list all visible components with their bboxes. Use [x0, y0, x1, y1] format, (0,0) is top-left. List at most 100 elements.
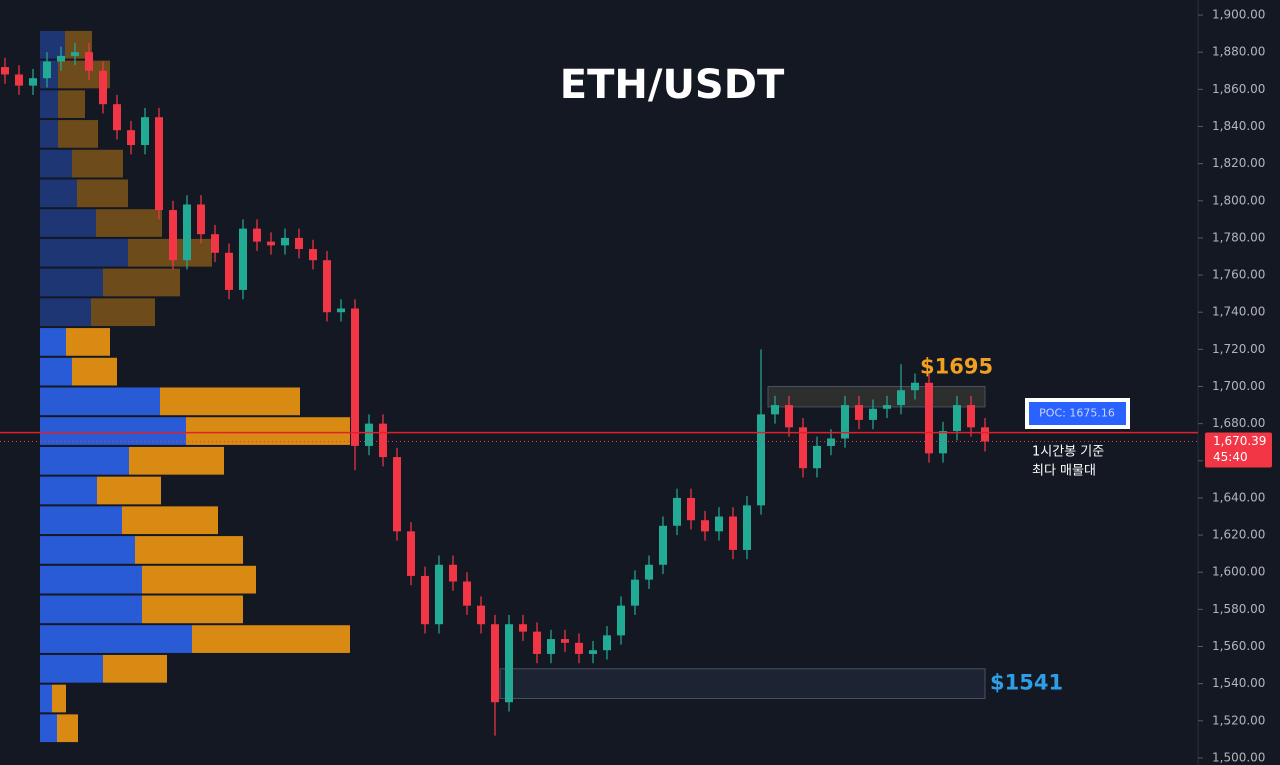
candle-body [85, 52, 93, 71]
y-tick-label: 1,500.00 [1212, 750, 1265, 764]
profile-buy [40, 120, 58, 148]
candle-body [141, 117, 149, 146]
note-line: 최다 매물대 [1032, 464, 1096, 479]
candle-body [211, 234, 219, 253]
candle-body [603, 635, 611, 651]
profile-sell [57, 714, 78, 743]
profile-buy [40, 417, 186, 445]
y-tick-label: 1,780.00 [1212, 230, 1265, 244]
profile-buy [40, 625, 192, 653]
profile-sell [97, 476, 161, 505]
price-axis-panel [1198, 0, 1280, 765]
profile-buy [40, 654, 103, 683]
profile-sell [160, 387, 300, 416]
profile-buy [40, 357, 72, 386]
profile-buy [40, 387, 160, 416]
y-tick-label: 1,840.00 [1212, 119, 1265, 133]
candle-body [309, 249, 317, 261]
candle-body [841, 405, 849, 439]
y-tick-label: 1,700.00 [1212, 379, 1265, 393]
candle-body [757, 414, 765, 506]
candle-body [99, 70, 107, 105]
y-tick-label: 1,880.00 [1212, 45, 1265, 59]
candle-body [687, 497, 695, 521]
y-tick-label: 1,600.00 [1212, 565, 1265, 579]
candle-body [659, 525, 667, 565]
candle-body [197, 204, 205, 235]
profile-sell [142, 565, 256, 594]
profile-sell [186, 417, 350, 445]
candle-body [43, 61, 51, 79]
candle-body [463, 581, 471, 606]
profile-buy [40, 90, 58, 119]
profile-buy [40, 149, 72, 178]
profile-buy [40, 298, 91, 327]
profile-sell [103, 654, 167, 683]
y-tick-label: 1,720.00 [1212, 342, 1265, 356]
y-tick-label: 1,820.00 [1212, 156, 1265, 170]
profile-sell [103, 268, 180, 297]
candle-body [743, 505, 751, 550]
candle-body [477, 605, 485, 625]
candle-body [29, 78, 37, 86]
candle-body [939, 431, 947, 454]
candle-body [253, 228, 261, 242]
candle-body [645, 564, 653, 580]
profile-buy [40, 714, 57, 743]
poc-box [1029, 402, 1126, 425]
candle-body [239, 228, 247, 290]
profile-sell [52, 684, 66, 713]
candle-body [897, 390, 905, 406]
candle-body [533, 631, 541, 654]
candle-body [351, 308, 359, 446]
candle-body [589, 650, 597, 654]
candle-body [337, 308, 345, 313]
last-price-tag [1205, 432, 1272, 468]
candle-body [1, 67, 9, 75]
candle-body [57, 55, 65, 62]
y-tick-label: 1,860.00 [1212, 82, 1265, 96]
profile-buy [40, 595, 142, 624]
profile-buy [40, 536, 135, 564]
candle-body [547, 639, 555, 654]
y-tick-label: 1,800.00 [1212, 193, 1265, 207]
candle-body [365, 423, 373, 446]
candle-body [855, 405, 863, 420]
profile-sell [129, 446, 224, 475]
y-tick-label: 1,540.00 [1212, 676, 1265, 690]
countdown: 45:40 [1213, 450, 1248, 464]
y-tick-label: 1,640.00 [1212, 490, 1265, 504]
zone-label: $1695 [920, 354, 993, 378]
profile-sell [77, 179, 128, 208]
chart-title: ETH/USDT [560, 62, 785, 108]
y-tick-label: 1,560.00 [1212, 639, 1265, 653]
candle-body [911, 382, 919, 391]
candle-body [869, 408, 877, 420]
profile-sell [58, 120, 98, 148]
candle-body [15, 74, 23, 86]
grid: 1,500.00 1,520.00 1,540.00 1,560.00 1,580.00… [1198, 8, 1265, 764]
candle-body [491, 624, 499, 703]
profile-buy [40, 328, 66, 356]
y-tick-label: 1,740.00 [1212, 305, 1265, 319]
candle-body [267, 241, 275, 246]
y-tick-label: 1,760.00 [1212, 268, 1265, 282]
candle-body [575, 642, 583, 654]
profile-sell [122, 506, 218, 535]
profile-buy [40, 446, 129, 475]
profile-buy [40, 565, 142, 594]
profile-buy [40, 268, 103, 297]
candle-body [827, 438, 835, 446]
candle-body [813, 445, 821, 469]
y-tick-label: 1,900.00 [1212, 8, 1265, 22]
profile-buy [40, 179, 77, 208]
candle-body [799, 427, 807, 469]
candle-body [281, 237, 289, 246]
candle-body [673, 497, 681, 526]
profile-sell [142, 595, 243, 624]
profile-buy [40, 684, 52, 713]
y-tick-label: 1,680.00 [1212, 416, 1265, 430]
